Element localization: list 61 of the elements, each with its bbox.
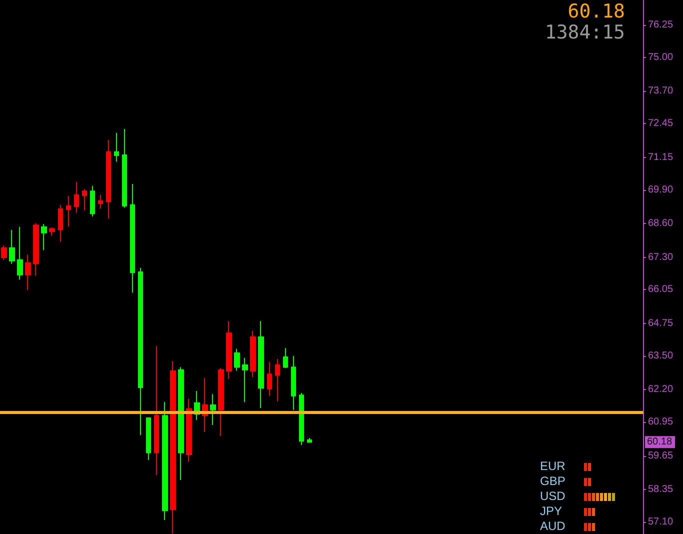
annotation: EUR	[540, 459, 566, 473]
y-tick-label: 60.95	[648, 416, 674, 428]
y-tick-label: 72.45	[648, 118, 674, 130]
candlestick	[25, 254, 31, 290]
annotation: USD	[540, 489, 566, 503]
y-tick-label: 57.10	[648, 516, 674, 528]
y-tick-label: 58.35	[648, 484, 674, 496]
y-tick-label: 73.70	[648, 86, 674, 97]
candlestick	[267, 361, 272, 396]
candlestick	[49, 226, 55, 236]
candlestick	[258, 320, 264, 409]
candlestick	[1, 245, 7, 260]
candlestick	[41, 224, 47, 250]
annotation: 60.18	[647, 436, 672, 448]
candlestick	[210, 394, 216, 426]
y-tick-label: 66.05	[648, 284, 674, 296]
candlestick	[98, 194, 103, 210]
candlestick	[178, 366, 184, 481]
candlestick	[122, 128, 127, 208]
y-tick-label: 62.20	[648, 384, 674, 396]
y-tick-label: 68.60	[648, 218, 674, 230]
y-tick-label: 69.90	[648, 184, 674, 196]
candlestick	[299, 392, 304, 446]
candlestick	[17, 226, 23, 280]
candlestick	[130, 184, 135, 294]
candlestick	[66, 196, 71, 228]
candlestick	[291, 355, 296, 410]
candlestick	[162, 401, 168, 520]
y-tick-label: 71.15	[648, 152, 674, 163]
y-tick-label: 67.30	[648, 252, 674, 263]
y-tick-label: 63.50	[648, 350, 674, 362]
annotation: 60.18	[568, 0, 625, 22]
candlestick	[234, 348, 240, 372]
annotation: AUD	[540, 519, 566, 533]
annotation: GBP	[540, 474, 566, 488]
candlestick	[138, 267, 143, 436]
y-tick-label: 64.75	[648, 318, 674, 329]
y-tick-label: 75.00	[648, 52, 674, 63]
candlestick	[250, 330, 256, 378]
candlestick	[146, 417, 151, 461]
candlestick	[74, 181, 79, 214]
candlestick	[170, 360, 176, 534]
candlestick	[58, 204, 63, 242]
candlestick	[9, 230, 15, 264]
candlestick	[82, 188, 87, 212]
candlestick	[275, 358, 280, 402]
candlestick	[106, 139, 111, 220]
annotation: 1384:15	[544, 22, 625, 44]
candlestick	[114, 132, 119, 162]
candlestick	[283, 348, 288, 369]
candlestick	[242, 357, 248, 403]
candlestick	[33, 222, 39, 276]
candlestick	[186, 398, 192, 462]
candlestick	[90, 185, 95, 218]
y-tick-label: 76.25	[648, 19, 674, 30]
y-tick-label: 59.65	[648, 450, 674, 462]
candlestick	[154, 346, 159, 476]
annotation: JPY	[540, 504, 562, 518]
candlestick	[218, 368, 224, 437]
candlestick	[307, 437, 312, 444]
candlestick	[226, 320, 232, 380]
